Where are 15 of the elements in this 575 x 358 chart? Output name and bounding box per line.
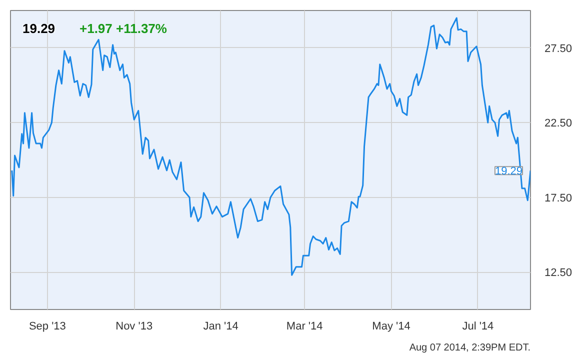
annotation: 19.29 [494,166,523,178]
text: Aug 07 2014, 2:39PM EDT. [409,342,530,354]
y-tick-label: 12.50 [544,267,572,280]
x-tick-label: Nov '13 [116,320,153,332]
x-tick-label: Jul '14 [462,320,494,332]
x-tick-label: May '14 [372,320,410,332]
y-tick-label: 17.50 [544,192,572,204]
text: +1.97 +11.37% [80,21,168,36]
x-tick-label: Jan '14 [203,320,238,332]
y-tick-label: 22.50 [544,118,572,130]
x-tick-label: Sep '13 [28,320,66,332]
line-series [11,17,530,276]
text: 19.29 [22,21,56,36]
x-tick-label: Mar '14 [286,320,323,332]
y-tick-label: 27.50 [544,42,572,55]
